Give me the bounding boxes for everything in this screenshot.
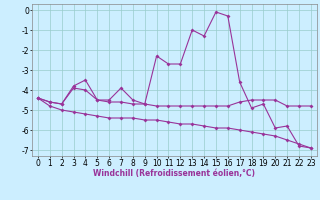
X-axis label: Windchill (Refroidissement éolien,°C): Windchill (Refroidissement éolien,°C) <box>93 169 255 178</box>
